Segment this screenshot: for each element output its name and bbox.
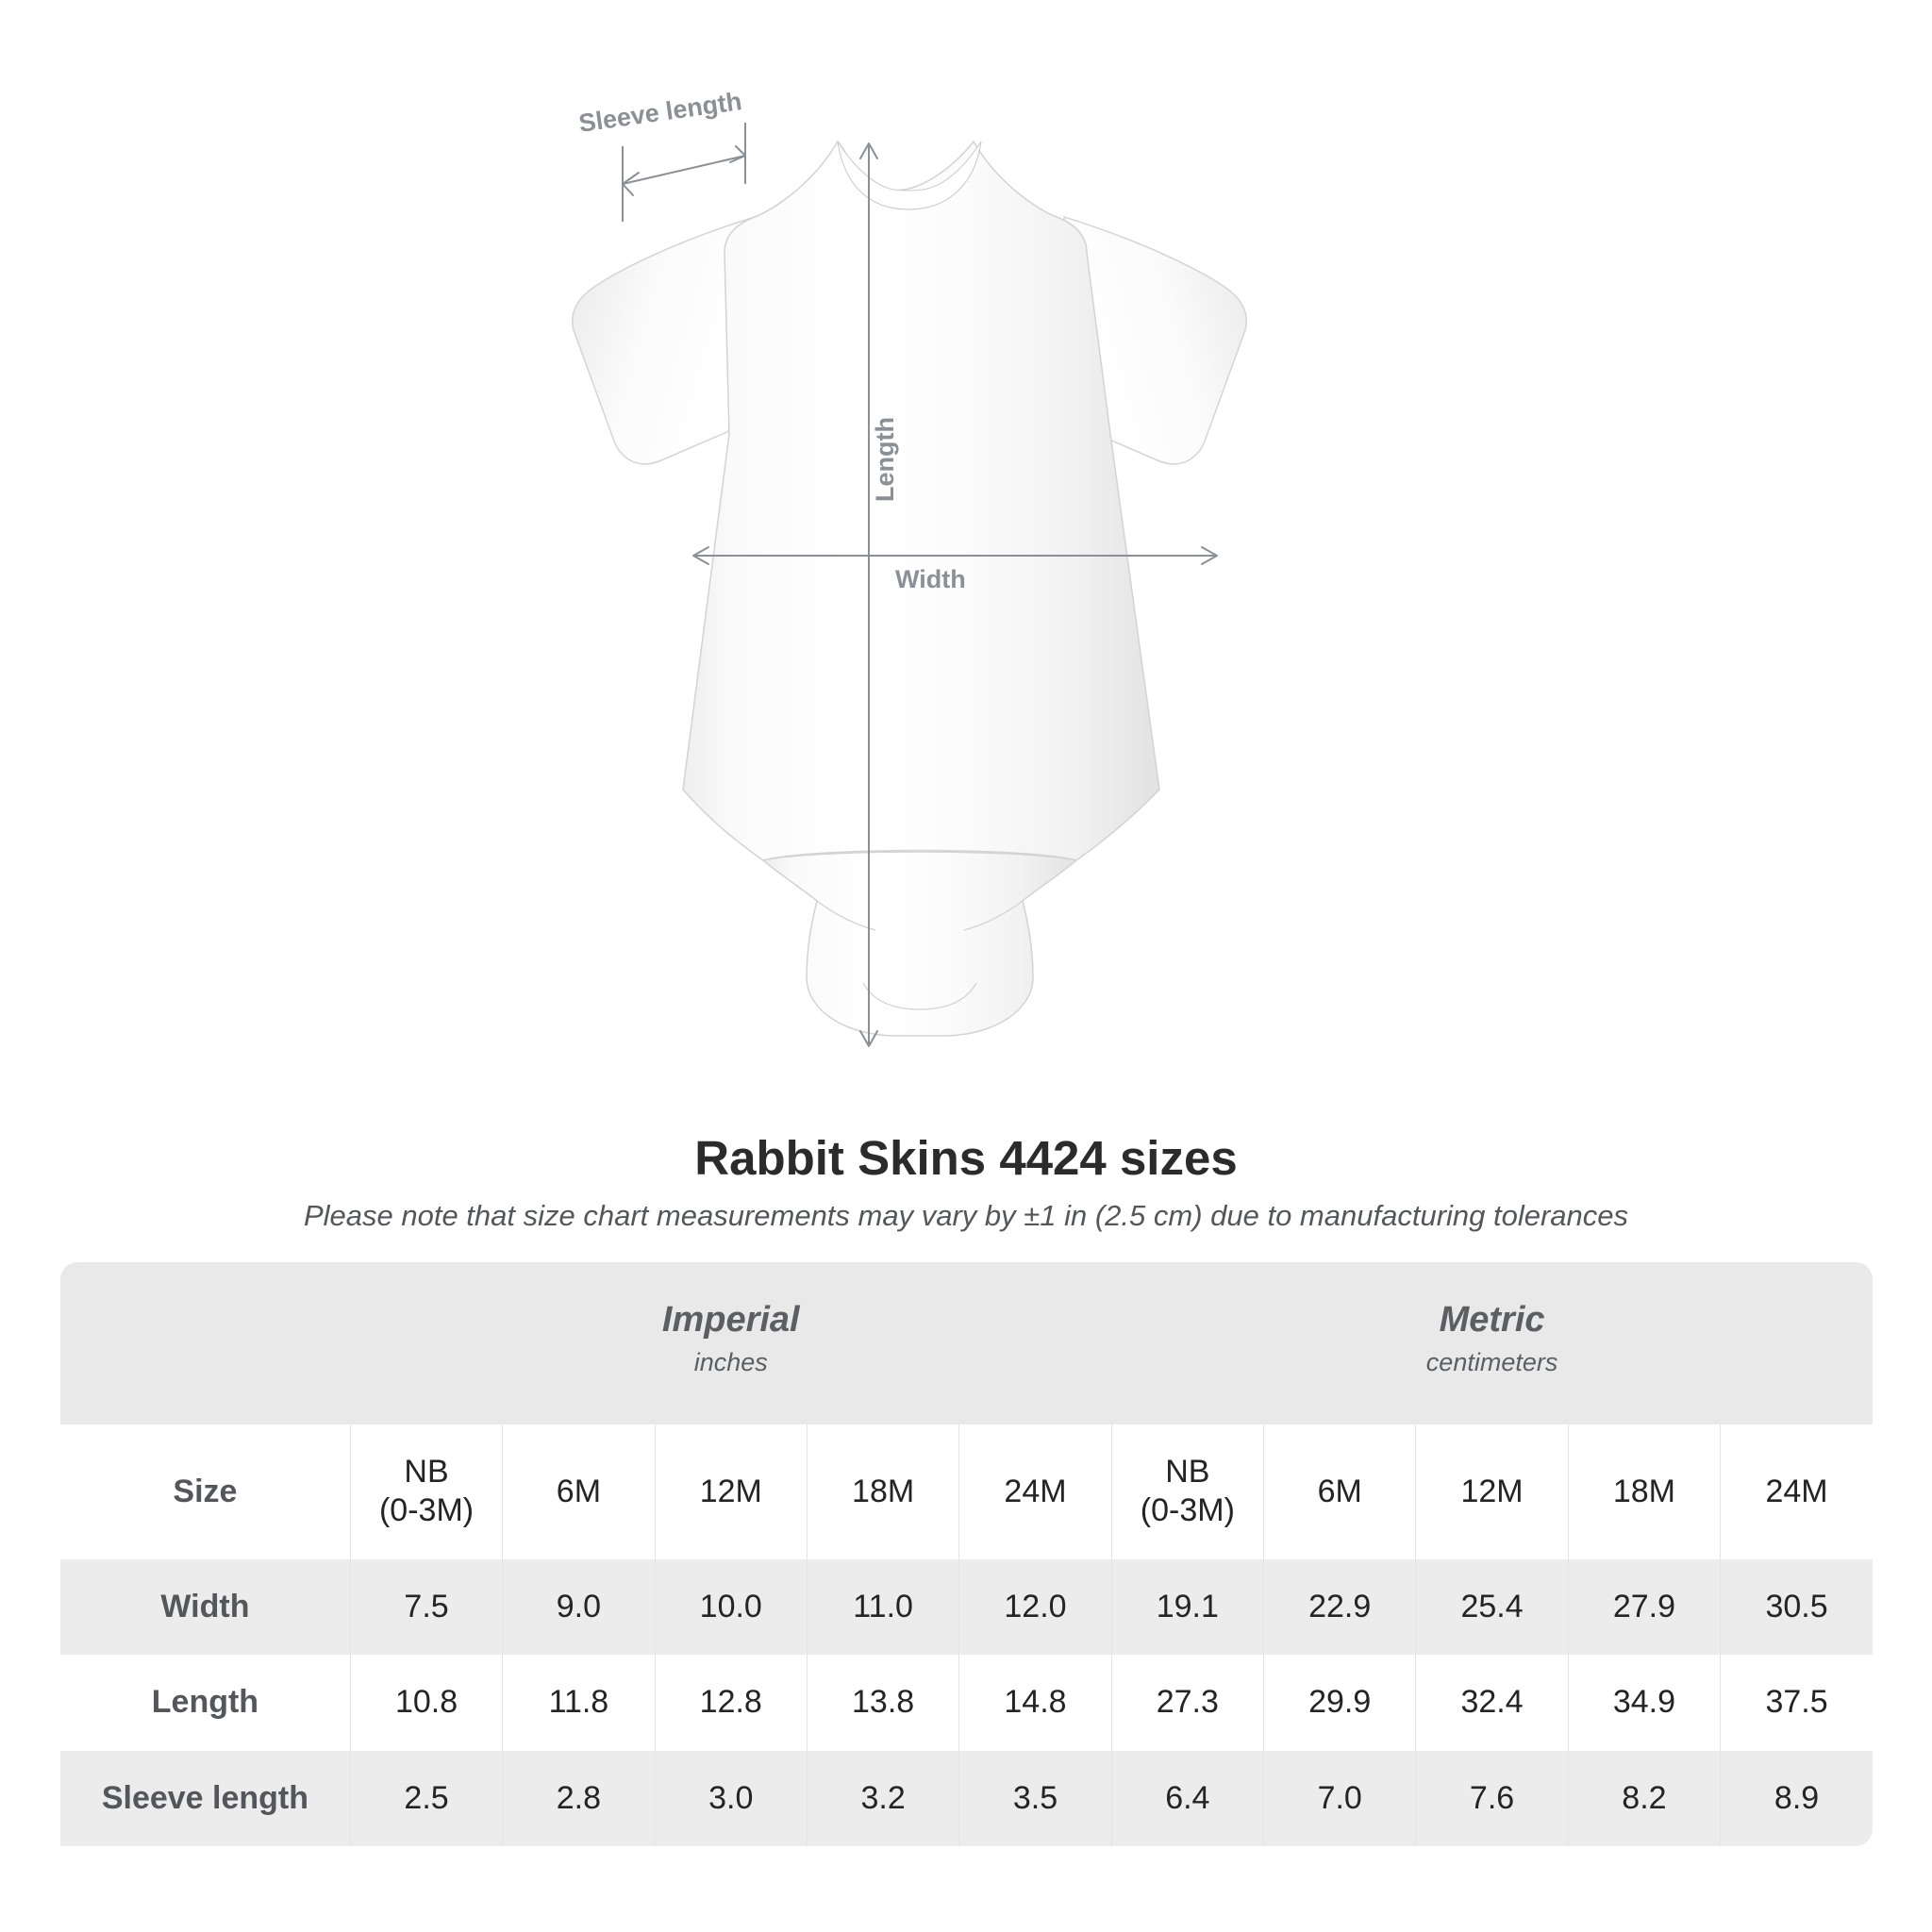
svg-text:Length: Length	[871, 417, 899, 502]
svg-text:Sleeve length: Sleeve length	[577, 87, 744, 138]
svg-text:Width: Width	[895, 565, 966, 593]
